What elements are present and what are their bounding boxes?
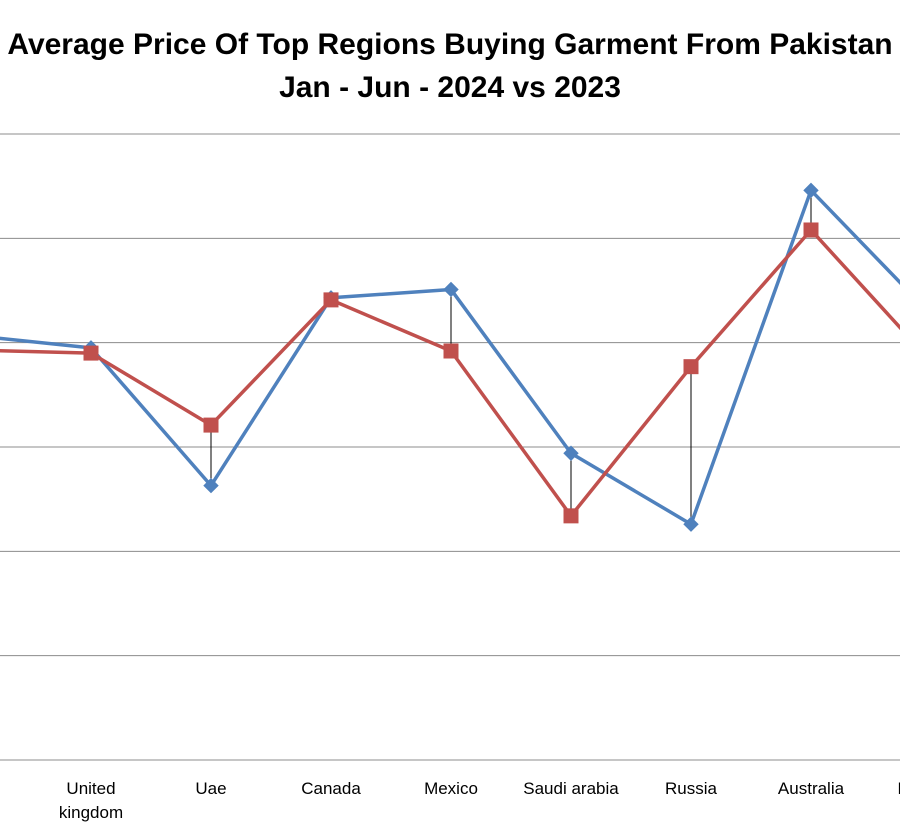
- chart-title-line-1: Average Price Of Top Regions Buying Garm…: [7, 28, 892, 61]
- data-point-series-1: [563, 445, 579, 461]
- x-tick-label: Malaysia: [897, 779, 900, 798]
- x-tick-label: Saudi arabia: [523, 779, 619, 798]
- series-line-2: [0, 228, 900, 518]
- gridlines: [0, 133, 900, 761]
- x-tick-label: Uae: [195, 779, 226, 798]
- data-point-series-2: [323, 292, 339, 308]
- x-tick-label: Mexico: [424, 779, 478, 798]
- data-point-series-1: [683, 516, 699, 532]
- chart-title-line-2: Jan - Jun - 2024 vs 2023: [279, 71, 621, 104]
- data-point-series-1: [443, 281, 459, 298]
- data-point-series-2: [563, 508, 579, 524]
- data-point-series-2: [683, 359, 699, 375]
- data-point-series-1: [803, 182, 819, 199]
- data-point-series-2: [83, 345, 99, 361]
- data-point-series-2: [443, 343, 459, 359]
- x-tick-labels: UnitedstatesUnitedkingdomUaeCanadaMexico…: [59, 779, 900, 822]
- x-tick-label: United kingdom: [59, 779, 123, 822]
- x-tick-label: Australia: [778, 779, 845, 798]
- data-point-series-1: [203, 477, 219, 494]
- x-tick-label: Russia: [665, 779, 718, 798]
- data-point-series-2: [803, 222, 819, 238]
- x-tick-label: Canada: [301, 779, 361, 798]
- series-markers: [83, 182, 819, 532]
- data-point-series-2: [203, 417, 219, 433]
